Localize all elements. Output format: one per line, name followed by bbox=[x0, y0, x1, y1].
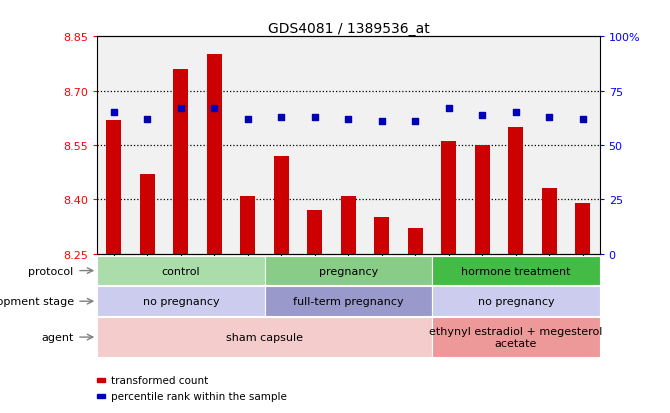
Bar bbox=[432, 256, 600, 286]
Text: protocol: protocol bbox=[28, 266, 74, 276]
Bar bbox=[432, 287, 600, 316]
Point bbox=[310, 114, 320, 121]
Bar bbox=[140, 174, 155, 254]
Bar bbox=[375, 218, 389, 254]
Bar bbox=[241, 196, 255, 254]
Bar bbox=[97, 394, 105, 398]
Bar bbox=[207, 55, 222, 254]
Bar bbox=[265, 37, 298, 254]
Text: no pregnancy: no pregnancy bbox=[478, 297, 554, 306]
Point bbox=[544, 114, 555, 121]
Bar bbox=[341, 196, 356, 254]
Text: agent: agent bbox=[42, 332, 74, 342]
Text: full-term pregnancy: full-term pregnancy bbox=[293, 297, 404, 306]
Bar bbox=[533, 37, 566, 254]
Bar bbox=[566, 37, 600, 254]
Bar bbox=[442, 142, 456, 254]
Point bbox=[578, 116, 588, 123]
Bar bbox=[408, 229, 423, 254]
Bar bbox=[265, 287, 432, 316]
Point bbox=[109, 110, 119, 116]
Point bbox=[176, 105, 186, 112]
Point bbox=[477, 112, 488, 119]
Point bbox=[209, 105, 220, 112]
Point bbox=[377, 119, 387, 125]
Bar bbox=[308, 211, 322, 254]
Point bbox=[410, 119, 421, 125]
Point bbox=[444, 105, 454, 112]
Point bbox=[142, 116, 153, 123]
Bar bbox=[365, 37, 399, 254]
Text: no pregnancy: no pregnancy bbox=[143, 297, 219, 306]
Bar bbox=[432, 37, 466, 254]
Bar bbox=[97, 37, 131, 254]
Text: percentile rank within the sample: percentile rank within the sample bbox=[111, 391, 287, 401]
Bar bbox=[97, 317, 432, 357]
Bar bbox=[509, 128, 523, 254]
Bar bbox=[265, 256, 432, 286]
Title: GDS4081 / 1389536_at: GDS4081 / 1389536_at bbox=[267, 22, 429, 36]
Point bbox=[276, 114, 287, 121]
Bar bbox=[97, 378, 105, 382]
Bar bbox=[131, 37, 164, 254]
Bar bbox=[399, 37, 432, 254]
Bar bbox=[231, 37, 265, 254]
Text: ethynyl estradiol + megesterol
acetate: ethynyl estradiol + megesterol acetate bbox=[429, 327, 602, 348]
Bar bbox=[432, 317, 600, 357]
Point bbox=[343, 116, 354, 123]
Bar bbox=[97, 256, 265, 286]
Point bbox=[511, 110, 521, 116]
Bar bbox=[298, 37, 332, 254]
Bar bbox=[274, 157, 289, 254]
Text: hormone treatment: hormone treatment bbox=[461, 266, 571, 276]
Text: development stage: development stage bbox=[0, 297, 74, 306]
Bar bbox=[97, 287, 265, 316]
Bar bbox=[542, 189, 557, 254]
Text: sham capsule: sham capsule bbox=[226, 332, 303, 342]
Bar bbox=[499, 37, 533, 254]
Bar bbox=[332, 37, 365, 254]
Bar bbox=[475, 145, 490, 254]
Bar bbox=[198, 37, 231, 254]
Text: control: control bbox=[161, 266, 200, 276]
Text: pregnancy: pregnancy bbox=[319, 266, 378, 276]
Bar bbox=[576, 203, 590, 254]
Bar bbox=[164, 37, 198, 254]
Bar bbox=[466, 37, 499, 254]
Point bbox=[243, 116, 253, 123]
Bar bbox=[107, 120, 121, 254]
Text: transformed count: transformed count bbox=[111, 375, 208, 385]
Bar bbox=[174, 70, 188, 254]
